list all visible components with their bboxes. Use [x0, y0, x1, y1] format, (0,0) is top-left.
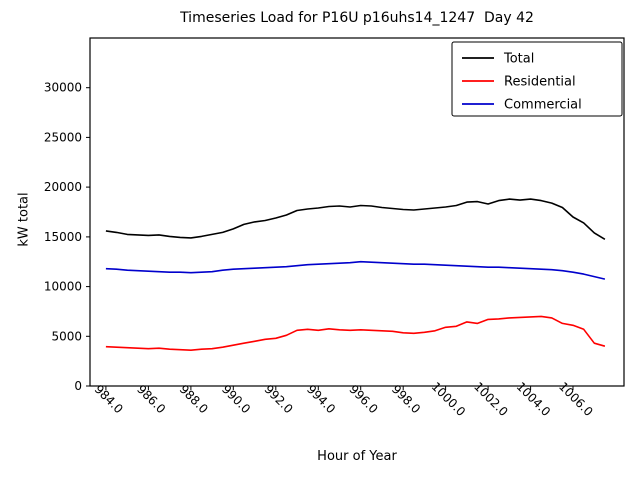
- x-tick-label: 988.0: [177, 382, 211, 416]
- x-tick-label: 986.0: [134, 382, 168, 416]
- y-tick-label: 30000: [44, 81, 82, 95]
- y-tick-label: 0: [74, 379, 82, 393]
- legend-label-residential: Residential: [504, 75, 576, 90]
- y-tick-label: 25000: [44, 130, 82, 144]
- legend-label-total: Total: [503, 52, 534, 67]
- y-tick-label: 5000: [51, 329, 82, 343]
- x-tick-label: 994.0: [304, 382, 338, 416]
- x-tick-label: 996.0: [346, 382, 380, 416]
- x-tick-label: 990.0: [219, 382, 253, 416]
- y-tick-label: 10000: [44, 280, 82, 294]
- series-total: [105, 198, 606, 240]
- legend-box: [451, 41, 623, 117]
- y-axis-label: kW total: [16, 192, 32, 247]
- series-commercial: [105, 260, 606, 280]
- x-tick-label: 984.0: [92, 382, 126, 416]
- legend-label-commercial: Commercial: [504, 98, 582, 113]
- series-residential: [105, 315, 606, 352]
- x-tick-label: 998.0: [389, 382, 423, 416]
- y-tick-label: 20000: [44, 180, 82, 194]
- chart-title: Timeseries Load for P16U p16uhs14_1247 D…: [180, 10, 534, 26]
- x-tick-label: 992.0: [262, 382, 296, 416]
- y-tick-label: 15000: [44, 230, 82, 244]
- x-axis-label: Hour of Year: [317, 449, 397, 464]
